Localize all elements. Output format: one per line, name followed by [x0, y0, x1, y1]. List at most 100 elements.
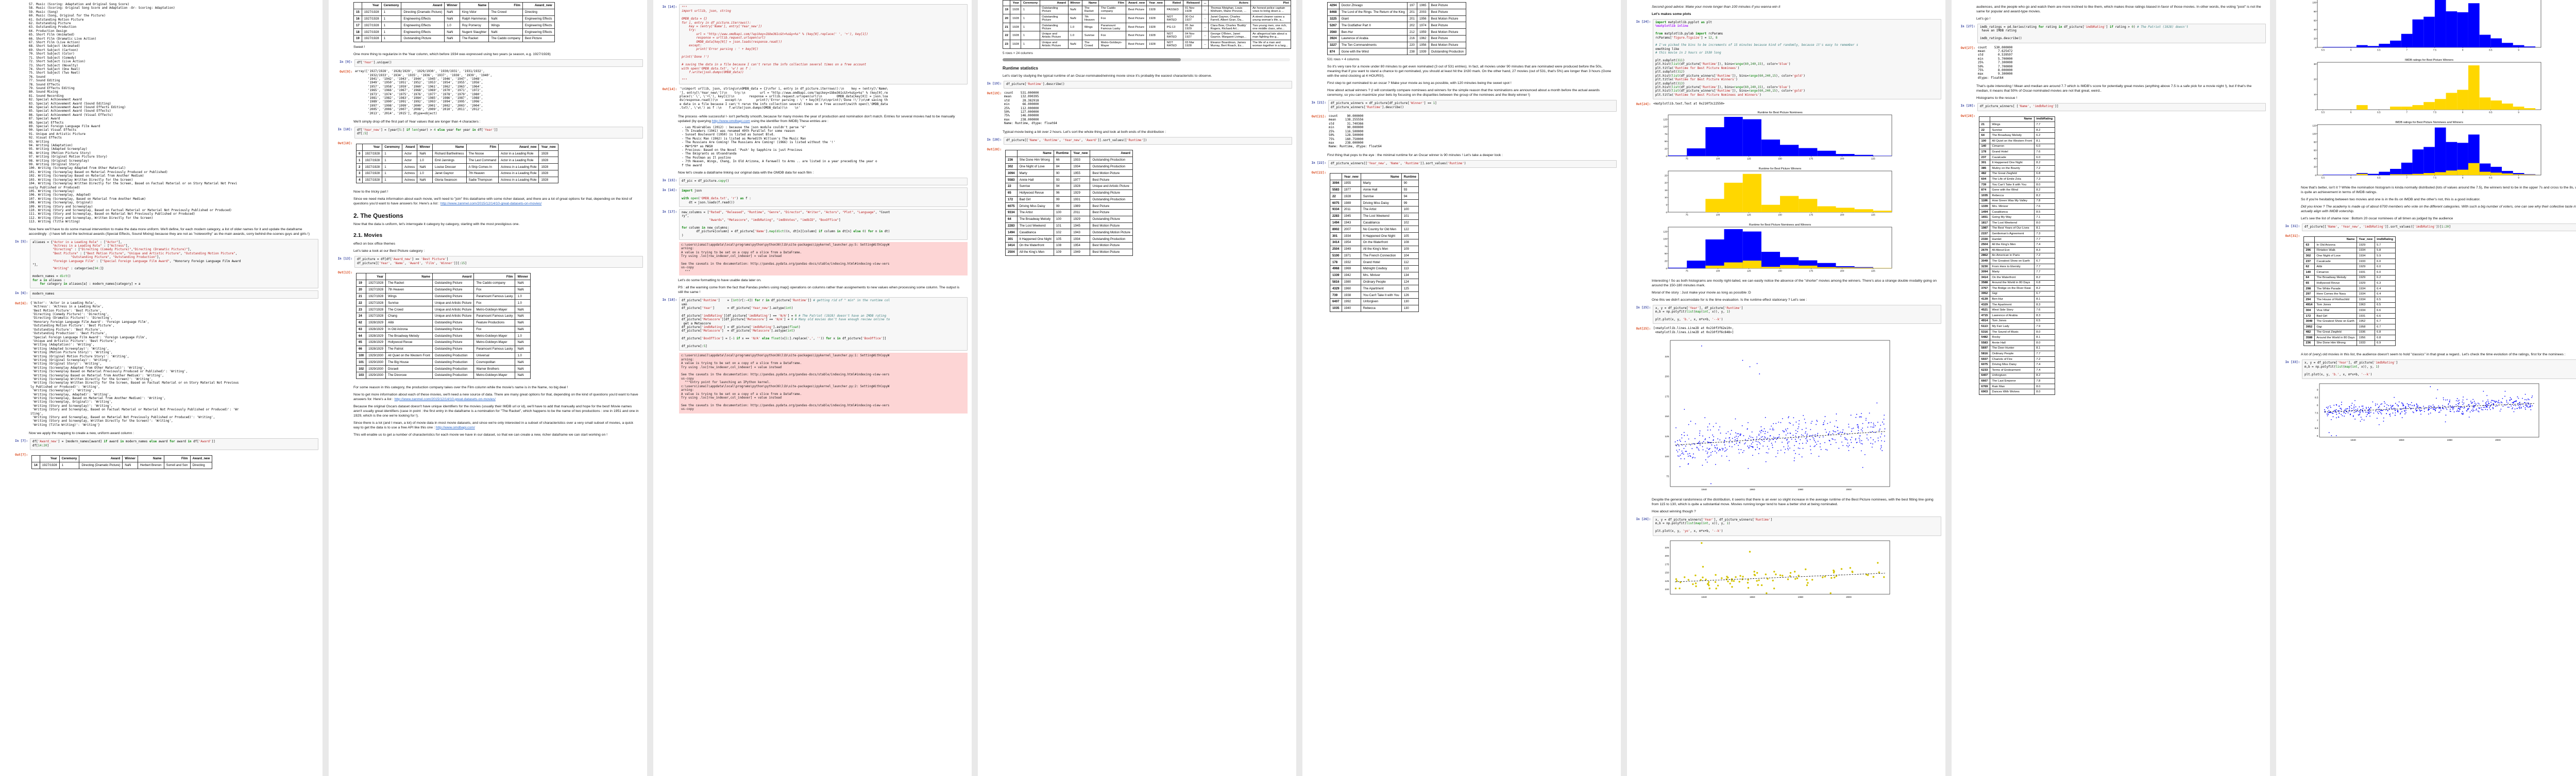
h-scrollbar[interactable] — [1003, 58, 1290, 61]
svg-text:40: 40 — [2314, 28, 2317, 31]
hyperlink[interactable]: http://www.omdbapi.com/ — [435, 425, 475, 429]
table-cell: Gone with the Wind — [1989, 187, 2035, 193]
table-cell: 6.6 — [2374, 307, 2396, 314]
table-cell: Directing — [190, 461, 213, 469]
svg-text:25: 25 — [1665, 147, 1668, 150]
table-cell: 1929/1930 — [366, 372, 386, 379]
svg-text:125: 125 — [1665, 435, 1669, 438]
table-cell: 1934 — [2356, 247, 2375, 254]
table-cell: 1.0 — [1067, 22, 1083, 32]
paragraph: Let's do some formatting to have usable … — [678, 279, 761, 283]
table-cell: The Caddo company — [488, 35, 523, 42]
table-cell: 99 — [1053, 202, 1072, 210]
paragraph: That's quite interesting ! Mean and medi… — [1976, 84, 2252, 93]
output-cell: Out[9]: array(['1927/1928', '1928/1929', … — [330, 69, 643, 117]
table-cell: 1927/1928 — [362, 176, 383, 184]
table-cell: 1.0 — [444, 22, 460, 29]
paragraph: Typical movie being a bit over 2 hours. … — [1003, 130, 1166, 134]
table-cell: The Caddo company — [473, 280, 516, 287]
table-cell: Casablanca — [1016, 229, 1054, 236]
svg-text:175: 175 — [1665, 563, 1669, 566]
table-cell: 8.3 — [2033, 301, 2055, 308]
histogram-scatter_imdb_nom_cut: 6 6.5 7 7.5 8 8.5 9 1940 1960 1980 2000 — [2304, 381, 2576, 445]
column-header: Rated — [1164, 0, 1183, 6]
h-scrollbar-thumb[interactable] — [1003, 58, 1181, 61]
table-row: 2504 1949 All the King's Men 109 — [1330, 245, 1419, 253]
table-cell: 05 Jan 1929 — [1182, 22, 1202, 32]
svg-text:IMDB ratings for Best Picture: IMDB ratings for Best Picture Nominees a… — [2395, 121, 2463, 124]
table-cell: 294 — [2303, 296, 2315, 303]
hyperlink[interactable]: http://www.zanmel.com/2015/12/14/10-grea… — [394, 397, 496, 401]
table-cell: 5100 — [1330, 252, 1342, 260]
svg-text:200: 200 — [1665, 555, 1669, 558]
table-cell: NaN — [1067, 5, 1083, 15]
table-cell: 302 — [1005, 163, 1018, 170]
code-cell: In [15]: df_pic = df_picture.copy() — [654, 178, 968, 186]
table-cell: Wings — [1082, 22, 1099, 32]
table-cell: 8.0 — [2033, 219, 2055, 226]
table-cell: 5482 — [1979, 334, 1990, 341]
table-cell: Marty — [1016, 169, 1054, 177]
table-cell: NaN — [417, 176, 433, 184]
output-text: array(['1927/1928', '1928/1929', '1929/1… — [355, 70, 492, 115]
table-cell: 8.2 — [2033, 274, 2055, 281]
table-cell: Engineering Effects — [522, 28, 555, 36]
svg-text:80: 80 — [2314, 141, 2317, 144]
table-cell: 8.2 — [2033, 160, 2055, 166]
table-row: 24 1927/1928 Chang Unique and Artistic Pict… — [355, 312, 531, 320]
cell-prompt: In [9]: — [340, 60, 352, 64]
table-cell: 6.7 — [2374, 323, 2396, 330]
code-text: df['Award_new'] = [modern_names[award] i… — [32, 440, 215, 447]
table-cell: 6.0 — [2374, 258, 2396, 265]
column-header: imdbRating — [2033, 116, 2055, 123]
table-row: 3 1927/1928 1 Actress 1.0 Janet Gaynor 7th Hea… — [355, 169, 558, 177]
table-row: 3094 Marty 7.7 — [1979, 269, 2055, 275]
code-text: df_picture_winners[ ['Name', 'imdbRating… — [1980, 105, 2059, 109]
table-cell: Rebecca — [1989, 193, 2035, 199]
output-text: '\nimport urllib, json, string\n\nOMDB_d… — [680, 88, 888, 110]
table-row: 5937 Chariots of Fire 7.2 — [1979, 356, 2055, 363]
code-text: df['Year'].unique() — [357, 61, 392, 64]
table-row: 5583 Annie Hall 8.0 — [1979, 340, 2055, 346]
table-cell: 739 — [1330, 291, 1342, 299]
code-text: import matplotlib.pyplot as plt %matplot… — [1655, 21, 1858, 97]
cell-prompt: Out[31]: — [2285, 235, 2300, 238]
table-row: 62 Alibi 1929 6.0 — [2303, 264, 2396, 270]
column-header: Name — [2314, 236, 2357, 243]
code-input: df['Year'].unique() — [354, 59, 643, 67]
svg-text:150: 150 — [1778, 213, 1782, 216]
table-cell: 130 — [1401, 304, 1419, 312]
table-cell: All About Eve — [1989, 247, 2035, 253]
table-cell: 8.2 — [2033, 193, 2055, 199]
code-cell: In [9]: df['Year'].unique() — [330, 59, 643, 67]
table-cell: Annie Hall — [1989, 340, 2035, 346]
hyperlink[interactable]: http://www.omdbapi.com — [711, 119, 750, 123]
table-output: Year Name Award Film Winner 19 1927/1928 The Ra… — [354, 270, 643, 383]
table-cell: 4914 — [1979, 318, 1990, 324]
table-cell: 7.7 — [2033, 236, 2055, 243]
table-row: 4521 West Side Story 7.6 — [1979, 307, 2055, 314]
table-cell: 1 — [1021, 22, 1040, 32]
paragraph: PS : all the warning come from the fact … — [678, 286, 960, 295]
table-cell: 4139 — [1979, 296, 1990, 302]
table-cell: Fox — [1098, 31, 1127, 40]
output-cell: Out[6]: {'Actor': 'Actor in a Leading Rol… — [5, 301, 318, 428]
table-cell: 172 — [1005, 196, 1018, 203]
svg-text:200: 200 — [1840, 157, 1844, 160]
table-cell: 1931 — [1071, 196, 1091, 203]
table-row: 301 1934 It Happened One Night 105 — [1330, 232, 1419, 239]
table-cell: 7.6 — [2033, 307, 2055, 314]
code-cell: In [22]: df_picture_winners[['Year_new', … — [1303, 160, 1617, 168]
table-row: 22 1928 1 Unique and Artistic Picture 1.0 Sun… — [1002, 31, 1292, 40]
table-cell: It Happened One Night — [1360, 232, 1402, 239]
table-cell: The Greatest Show on Earth — [1989, 258, 2035, 264]
table-cell: 1929/1930 — [366, 352, 386, 359]
table-cell: 1.0 — [1067, 31, 1083, 40]
table-cell: 1 — [381, 22, 402, 29]
strip-content: Year Ceremony Award Winner Name Film Award_new… — [978, 0, 1296, 260]
paragraph: Now we apply the mapping to create a new… — [29, 432, 134, 436]
hyperlink[interactable]: http://www.zanmel.com/2015/12/14/10-grea… — [440, 202, 542, 206]
table-row: 64 The Broadway Melody 6.2 — [1979, 132, 2055, 139]
svg-text:75: 75 — [1666, 475, 1669, 478]
table-cell: 102 — [355, 365, 367, 372]
